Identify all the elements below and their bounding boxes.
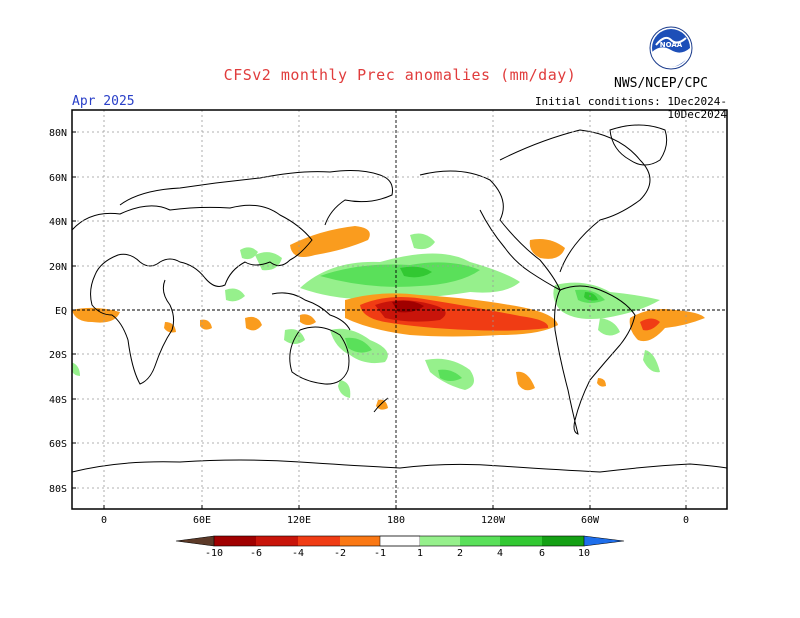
agency-label: NWS/NCEP/CPC xyxy=(614,76,708,91)
logo-text: NOAA xyxy=(660,41,683,49)
lat-label: 40S xyxy=(49,395,67,406)
lat-labels: 80N 60N 40N 20N EQ 20S 40S 60S 80S xyxy=(49,128,67,495)
lat-label: 60S xyxy=(49,439,67,450)
coastline-new-zealand xyxy=(373,397,389,413)
positive-anomaly-light xyxy=(72,233,660,398)
coastline-south-america xyxy=(554,285,636,435)
legend-color-swatch xyxy=(214,536,256,546)
legend-tick-label: 10 xyxy=(578,548,590,559)
lon-label: 120W xyxy=(481,515,506,526)
lon-label: 60W xyxy=(581,515,600,526)
legend-color-swatch-neutral xyxy=(379,535,421,547)
coastline-north-eurasia xyxy=(119,170,393,226)
legend-tick-label: 4 xyxy=(497,548,503,559)
legend-color-swatch xyxy=(420,536,460,546)
coastline-australia xyxy=(289,326,350,385)
legend-tick-label: 2 xyxy=(457,548,463,559)
legend-tick-label: -10 xyxy=(205,548,223,559)
lon-label: 60E xyxy=(193,515,211,526)
lat-label: EQ xyxy=(55,306,67,317)
reference-lines xyxy=(72,110,727,509)
coastline-afro-eurasia xyxy=(72,204,313,385)
lat-label: 20S xyxy=(49,350,67,361)
legend-color-swatch xyxy=(460,536,500,546)
lat-label: 60N xyxy=(49,173,67,184)
graticule xyxy=(72,110,727,509)
valid-month-label: Apr 2025 xyxy=(72,94,135,109)
lon-label: 180 xyxy=(387,515,405,526)
negative-anomaly-extreme xyxy=(392,300,424,313)
legend-color-min-arrow xyxy=(176,536,214,546)
legend-color-swatch xyxy=(542,536,584,546)
coastline-greenland xyxy=(609,124,668,166)
lat-label: 40N xyxy=(49,217,67,228)
noaa-logo-icon: NOAA xyxy=(649,26,693,70)
lat-label: 20N xyxy=(49,262,67,273)
positive-anomaly-strong xyxy=(400,266,598,301)
legend-tick-label: -1 xyxy=(374,548,386,559)
legend-ticks: -10 -6 -4 -2 -1 1 2 4 6 10 xyxy=(205,548,590,559)
legend-color-swatch xyxy=(500,536,542,546)
legend-color-swatch xyxy=(340,536,380,546)
legend-color-max-arrow xyxy=(584,536,624,546)
ticks xyxy=(72,131,687,509)
lon-label: 0 xyxy=(683,515,689,526)
lon-labels: 0 60E 120E 180 120W 60W 0 xyxy=(101,515,689,526)
legend-tick-label: -4 xyxy=(292,548,304,559)
coastline-north-america-west xyxy=(419,170,562,292)
legend-tick-label: -2 xyxy=(334,548,346,559)
legend-color-swatch xyxy=(298,536,340,546)
coastline-north-america-east xyxy=(499,129,651,273)
coastlines xyxy=(72,124,727,473)
legend-tick-label: 1 xyxy=(417,548,423,559)
map-title: CFSv2 monthly Prec anomalies (mm/day) xyxy=(223,66,577,84)
legend-color-swatch xyxy=(256,536,298,546)
initial-conditions-label: Initial conditions: 1Dec2024-10Dec2024 xyxy=(534,95,727,121)
lat-label: 80N xyxy=(49,128,67,139)
coastline-antarctica xyxy=(72,459,727,473)
legend-tick-label: 6 xyxy=(539,548,545,559)
lon-label: 0 xyxy=(101,515,107,526)
legend-tick-label: -6 xyxy=(250,548,262,559)
lon-label: 120E xyxy=(287,515,311,526)
lat-label: 80S xyxy=(49,484,67,495)
coastline-maritime-continent xyxy=(271,292,351,331)
